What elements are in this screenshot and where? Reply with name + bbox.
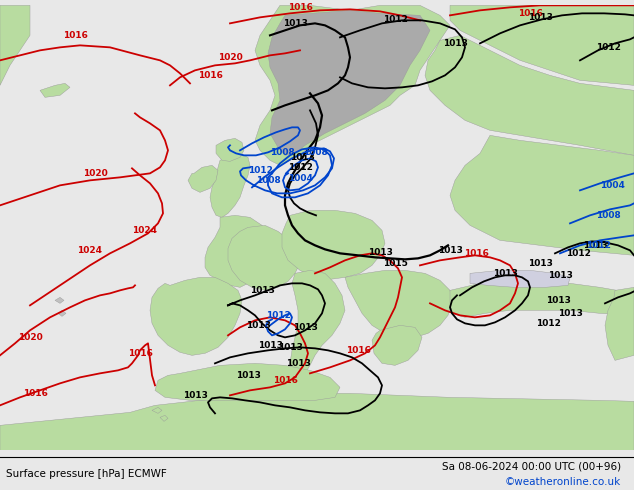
Text: Sa 08-06-2024 00:00 UTC (00+96): Sa 08-06-2024 00:00 UTC (00+96): [442, 462, 621, 471]
Text: 1012: 1012: [566, 249, 590, 258]
Text: 1013: 1013: [236, 371, 261, 380]
Text: 1016: 1016: [198, 71, 223, 80]
Polygon shape: [0, 393, 634, 450]
Text: 1013: 1013: [548, 271, 573, 280]
Text: 1013: 1013: [283, 19, 307, 28]
Text: 1012: 1012: [595, 43, 621, 52]
Text: 1013: 1013: [443, 39, 467, 48]
Polygon shape: [188, 165, 218, 193]
Polygon shape: [605, 287, 634, 360]
Text: 1013: 1013: [292, 323, 318, 332]
Text: 1013: 1013: [250, 286, 275, 295]
Text: 1004: 1004: [288, 174, 313, 183]
Text: ©weatheronline.co.uk: ©weatheronline.co.uk: [505, 477, 621, 487]
Text: 1013: 1013: [493, 269, 517, 278]
Text: 1016: 1016: [288, 3, 313, 12]
Polygon shape: [155, 364, 340, 400]
Text: 1016: 1016: [517, 9, 543, 18]
Polygon shape: [40, 83, 70, 98]
Text: 1012: 1012: [536, 319, 560, 328]
Polygon shape: [470, 270, 570, 287]
Polygon shape: [345, 270, 452, 337]
Text: 1016: 1016: [273, 376, 297, 385]
Text: 1024: 1024: [77, 246, 103, 255]
Text: 1016: 1016: [127, 349, 152, 358]
Text: 1013: 1013: [290, 153, 314, 162]
Text: 1012: 1012: [586, 241, 611, 250]
Polygon shape: [450, 280, 634, 318]
Text: 1016: 1016: [346, 346, 370, 355]
Text: 1013: 1013: [546, 296, 571, 305]
Text: 1015: 1015: [382, 259, 408, 268]
Text: 1016: 1016: [63, 31, 87, 40]
Text: 1013: 1013: [583, 241, 607, 250]
Polygon shape: [450, 5, 634, 85]
Polygon shape: [268, 10, 430, 155]
Polygon shape: [58, 310, 66, 317]
Text: 1013: 1013: [257, 341, 282, 350]
Polygon shape: [372, 325, 422, 366]
Polygon shape: [216, 138, 244, 161]
Text: 1013: 1013: [183, 391, 207, 400]
Polygon shape: [152, 407, 162, 414]
Text: 1012: 1012: [382, 15, 408, 24]
Polygon shape: [160, 416, 168, 421]
Polygon shape: [55, 297, 64, 303]
Text: 1008: 1008: [595, 211, 621, 220]
Text: 1016: 1016: [463, 249, 488, 258]
Polygon shape: [228, 225, 300, 291]
Polygon shape: [0, 5, 30, 85]
Text: 1020: 1020: [18, 333, 42, 342]
Text: 1020: 1020: [82, 169, 107, 178]
Text: 1013: 1013: [278, 343, 302, 352]
Text: 1024: 1024: [133, 226, 157, 235]
Polygon shape: [425, 35, 634, 155]
Text: 1020: 1020: [217, 53, 242, 62]
Text: 1008: 1008: [302, 148, 327, 157]
Text: 1013: 1013: [368, 248, 392, 257]
Text: 1013: 1013: [527, 259, 552, 268]
Text: 1013: 1013: [285, 359, 311, 368]
Polygon shape: [255, 5, 450, 165]
Polygon shape: [450, 135, 634, 255]
Polygon shape: [205, 215, 275, 287]
Text: 1012: 1012: [247, 166, 273, 175]
Text: 1013: 1013: [437, 246, 462, 255]
Text: Surface pressure [hPa] ECMWF: Surface pressure [hPa] ECMWF: [6, 469, 167, 479]
Text: 1012: 1012: [288, 163, 313, 172]
Polygon shape: [282, 210, 385, 279]
Text: 1008: 1008: [256, 176, 280, 185]
Polygon shape: [150, 277, 242, 355]
Text: 1016: 1016: [23, 389, 48, 398]
Text: 1008: 1008: [269, 148, 294, 157]
Text: 1004: 1004: [600, 181, 624, 190]
Text: 1013: 1013: [527, 13, 552, 22]
Text: 1013: 1013: [557, 309, 583, 318]
Text: 1013: 1013: [245, 321, 271, 330]
Text: 1012: 1012: [266, 311, 290, 320]
Polygon shape: [210, 153, 250, 218]
Polygon shape: [290, 270, 345, 377]
